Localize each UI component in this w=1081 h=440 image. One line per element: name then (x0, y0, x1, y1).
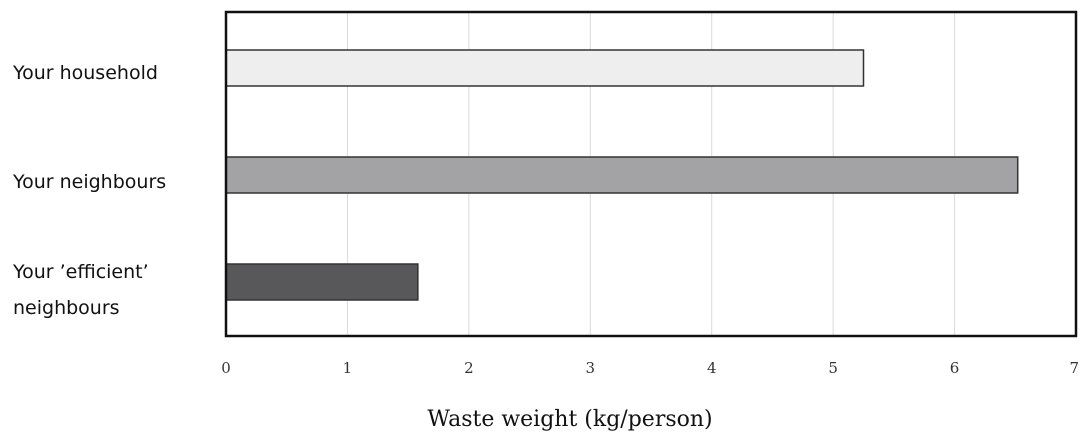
x-tick-label-6: 6 (950, 359, 960, 377)
bar-2 (225, 263, 419, 301)
x-tick-label-5: 5 (828, 359, 838, 377)
x-tick-label-1: 1 (343, 359, 353, 377)
category-label-1-0: Your neighbours (12, 171, 166, 193)
bar-0 (225, 49, 865, 87)
category-label-2-1: neighbours (13, 297, 120, 319)
x-tick-label-4: 4 (707, 359, 717, 377)
category-label-2-0: Your ’efficient’ (12, 261, 149, 283)
x-axis-title: Waste weight (kg/person) (427, 407, 712, 432)
x-tick-labels: 0 1 2 3 4 5 6 7 (221, 359, 1079, 377)
x-tick-label-0: 0 (221, 359, 231, 377)
category-labels: Your household Your neighbours Your ’effic… (12, 62, 166, 319)
plot-area-frame (224, 10, 1078, 338)
bar-1 (225, 156, 1019, 194)
category-label-0-0: Your household (12, 62, 158, 84)
bars (225, 49, 1019, 301)
x-tick-label-2: 2 (464, 359, 474, 377)
x-tick-label-3: 3 (586, 359, 596, 377)
x-tick-label-7: 7 (1069, 359, 1079, 377)
